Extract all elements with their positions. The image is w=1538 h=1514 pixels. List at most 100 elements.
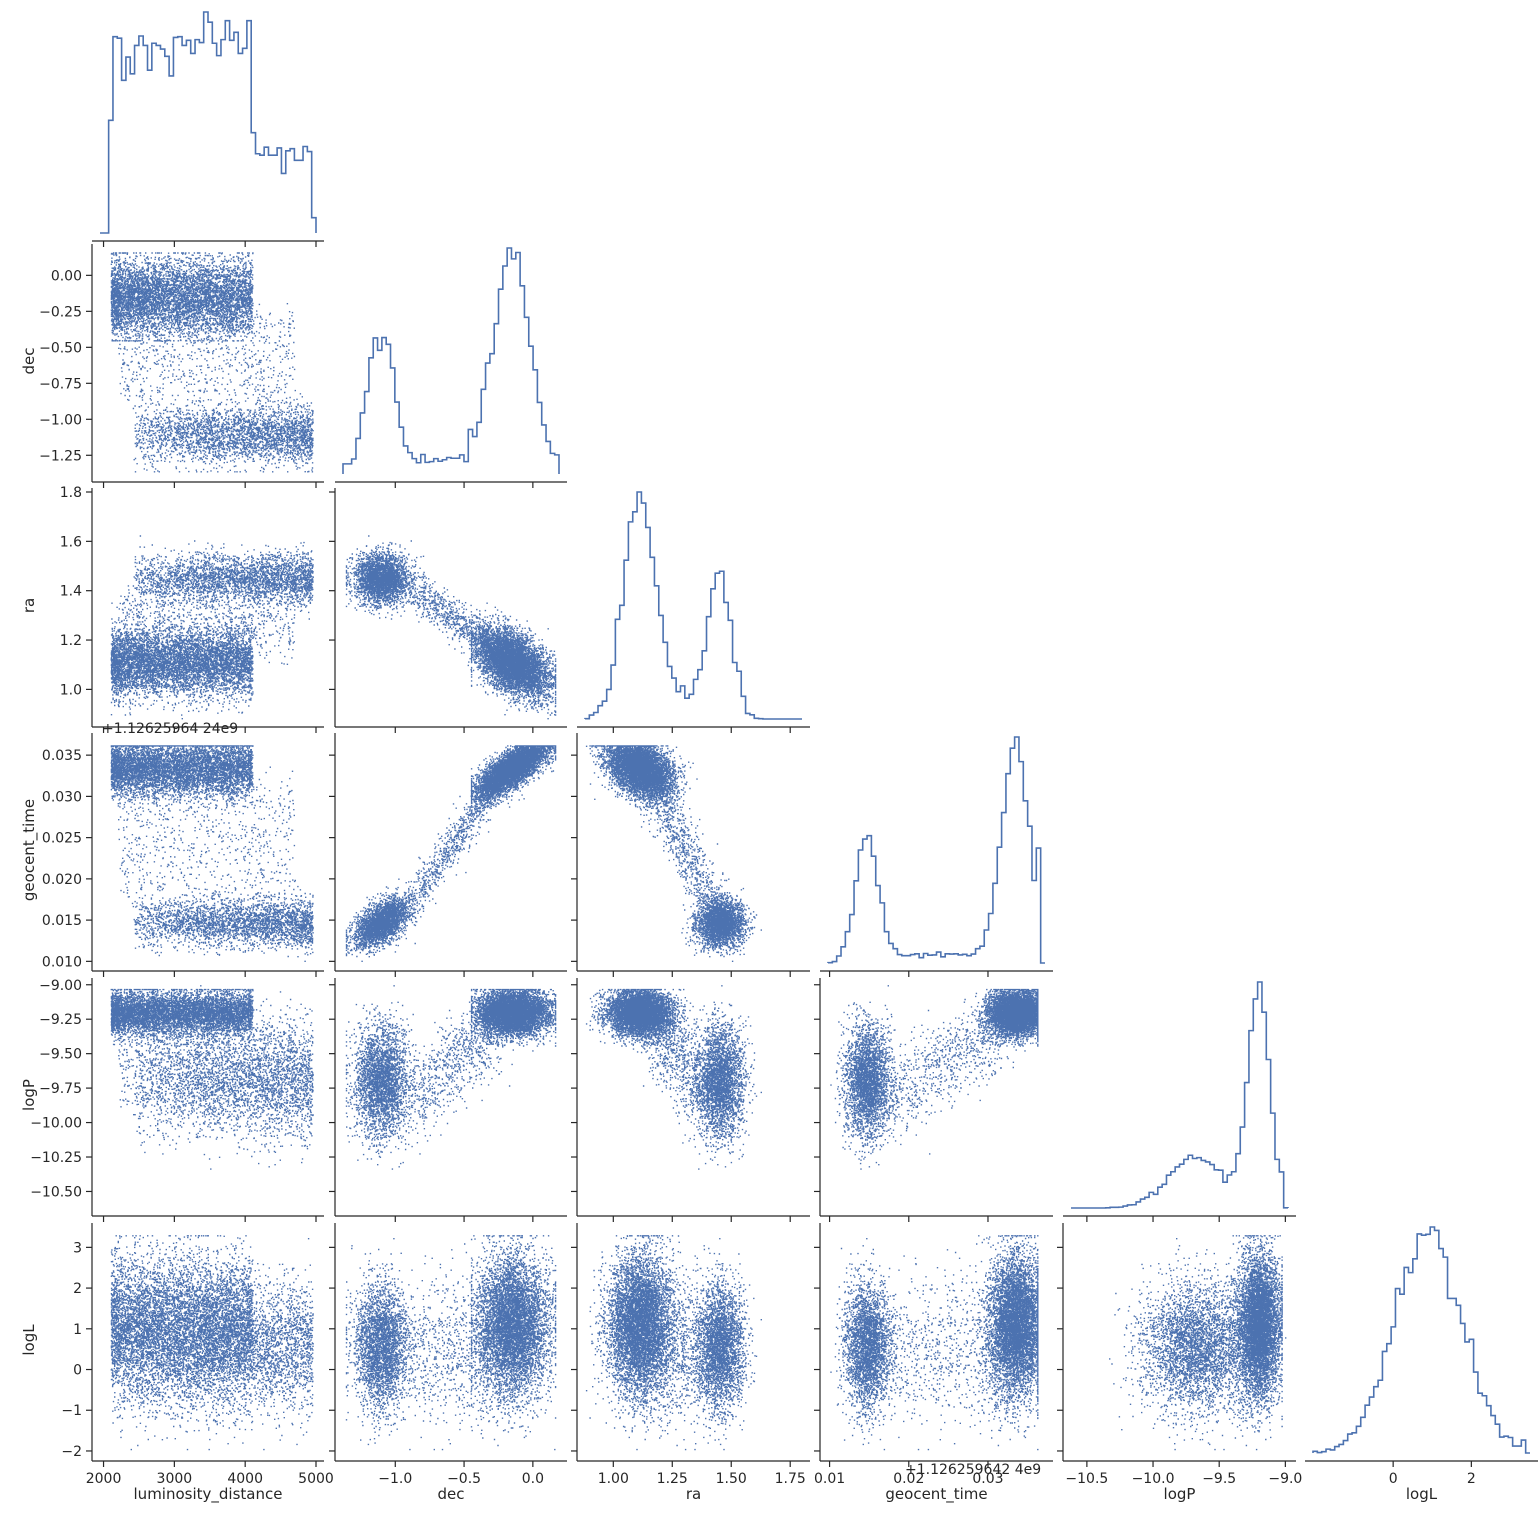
y-axis-label-logL: logL <box>20 1324 38 1356</box>
x-offset-label-geocent-time: +1.126259642 4e9 <box>905 1462 1041 1478</box>
x-tick-label: −0.5 <box>447 1471 481 1487</box>
panel-geocent_time-vs-luminosity_distance: 0.010 0.015 0.020 0.025 0.030 0.035 <box>42 733 324 977</box>
y-tick-label: −0.75 <box>39 376 82 392</box>
y-tick-label: −1.25 <box>39 448 82 464</box>
x-tick-label: −9.0 <box>1268 1471 1302 1487</box>
y-tick-label: −1 <box>61 1403 82 1419</box>
scatter-points-logL-vs-logP <box>1109 1235 1287 1451</box>
y-tick-label: 1.0 <box>60 682 82 698</box>
x-tick-label: −10.5 <box>1065 1471 1108 1487</box>
panel-logL-vs-logP: −10.5 −10.0 −9.5 −9.0 <box>1057 1223 1302 1487</box>
y-axis-label-dec: dec <box>20 348 38 375</box>
panel-logL-vs-ra: 1.00 1.25 1.50 1.75 <box>571 1223 810 1487</box>
histogram-luminosity_distance <box>100 11 317 234</box>
x-tick-label: 1.50 <box>716 1471 747 1487</box>
scatter-points-geocent_time-vs-luminosity_distance <box>110 745 314 962</box>
scatter-points-ra-vs-dec <box>345 535 557 720</box>
panel-ra-vs-ra <box>577 491 810 733</box>
scatter-points-logL-vs-geocent_time <box>830 1235 1039 1451</box>
x-tick-label: 0.01 <box>814 1471 845 1487</box>
y-tick-label: 1.6 <box>60 534 82 550</box>
x-tick-label: 2000 <box>86 1471 122 1487</box>
x-axis-label-logP: logP <box>1164 1485 1196 1503</box>
panel-logP-vs-ra <box>571 978 810 1222</box>
x-axis-label-ra: ra <box>686 1485 701 1503</box>
y-tick-label: −9.00 <box>39 978 82 994</box>
y-tick-label: 0.020 <box>42 872 82 888</box>
y-tick-label: −10.00 <box>30 1116 82 1132</box>
y-tick-label: 0.035 <box>42 748 82 764</box>
scatter-points-logP-vs-luminosity_distance <box>110 985 314 1170</box>
y-tick-label: 0 <box>73 1363 82 1379</box>
scatter-points-geocent_time-vs-ra <box>585 745 762 962</box>
panel-luminosity_distance-vs-luminosity_distance <box>92 11 324 247</box>
histogram-dec <box>342 247 560 474</box>
x-axis-label-geocent_time: geocent_time <box>885 1485 987 1504</box>
panel-geocent_time-vs-geocent_time <box>820 736 1053 977</box>
panel-geocent_time-vs-ra <box>571 733 810 977</box>
scatter-points-logP-vs-ra <box>585 985 762 1170</box>
panel-logP-vs-luminosity_distance: −10.50 −10.25 −10.00 −9.75 −9.50 −9.25 −9.00 <box>30 978 324 1222</box>
y-tick-label: 0.025 <box>42 831 82 847</box>
histogram-logL <box>1312 1226 1530 1454</box>
x-tick-label: −1.0 <box>378 1471 412 1487</box>
x-axis-label-luminosity_distance: luminosity_distance <box>134 1485 283 1504</box>
x-axis-label-dec: dec <box>438 1485 465 1503</box>
x-tick-label: 3000 <box>157 1471 193 1487</box>
y-tick-label: −9.75 <box>39 1081 82 1097</box>
panel-logL-vs-geocent_time: 0.01 0.02 0.03 <box>814 1223 1053 1487</box>
y-tick-label: 2 <box>73 1281 82 1297</box>
scatter-points-ra-vs-luminosity_distance <box>110 535 314 720</box>
scatter-points-logL-vs-dec <box>345 1235 557 1451</box>
y-tick-label: −10.25 <box>30 1150 82 1166</box>
panel-logP-vs-dec <box>329 978 567 1222</box>
x-tick-label: 1.25 <box>657 1471 688 1487</box>
scatter-points-logL-vs-ra <box>585 1235 762 1451</box>
histogram-ra <box>584 491 802 720</box>
x-tick-label: 0.03 <box>972 1471 1003 1487</box>
panel-logP-vs-geocent_time <box>814 978 1053 1222</box>
x-tick-label: −9.5 <box>1202 1471 1236 1487</box>
x-tick-label: 0.0 <box>522 1471 544 1487</box>
y-axis-label-geocent_time: geocent_time <box>20 799 39 901</box>
y-tick-label: 1 <box>73 1322 82 1338</box>
panel-ra-vs-luminosity_distance: 1.0 1.2 1.4 1.6 1.8 <box>60 485 324 733</box>
x-axis-label-logL: logL <box>1406 1485 1438 1503</box>
y-tick-label: 0.010 <box>42 954 82 970</box>
panel-dec-vs-luminosity_distance: −1.25 −1.00 −0.75 −0.50 −0.25 0.00 <box>39 244 324 488</box>
y-tick-label: 1.4 <box>60 584 82 600</box>
panel-dec-vs-dec <box>335 247 567 488</box>
x-tick-label: 4000 <box>227 1471 263 1487</box>
y-tick-label: −0.25 <box>39 304 82 320</box>
y-tick-label: −2 <box>61 1444 82 1460</box>
y-axis-label-ra: ra <box>20 598 38 613</box>
x-tick-label: 2 <box>1467 1471 1476 1487</box>
histogram-logP <box>1071 981 1289 1209</box>
panel-geocent_time-vs-dec <box>329 733 567 977</box>
x-tick-label: −10.0 <box>1132 1471 1175 1487</box>
y-tick-label: 1.2 <box>60 633 82 649</box>
scatter-points-dec-vs-luminosity_distance <box>110 252 314 473</box>
y-tick-label: 0.015 <box>42 913 82 929</box>
scatter-points-geocent_time-vs-dec <box>345 745 557 962</box>
x-tick-label: 5000 <box>298 1471 334 1487</box>
x-tick-label: 0 <box>1389 1471 1398 1487</box>
y-offset-label-geocent-time: +1.12625964 24e9 <box>102 721 238 737</box>
y-tick-label: 0.030 <box>42 789 82 805</box>
x-tick-label: 0.02 <box>893 1471 924 1487</box>
x-tick-label: 1.00 <box>598 1471 629 1487</box>
panel-ra-vs-dec <box>329 488 567 733</box>
y-tick-label: −10.50 <box>30 1184 82 1200</box>
y-tick-label: 0.00 <box>51 268 82 284</box>
panel-logL-vs-luminosity_distance: 2000 3000 4000 5000 −2 −1 0 1 2 3 <box>61 1223 334 1487</box>
panel-logL-vs-dec: −1.0 −0.5 0.0 <box>329 1223 567 1487</box>
y-tick-label: 1.8 <box>60 485 82 501</box>
y-tick-label: −0.50 <box>39 340 82 356</box>
y-tick-label: −9.25 <box>39 1012 82 1028</box>
y-axis-label-logP: logP <box>20 1079 38 1111</box>
scatter-points-logL-vs-luminosity_distance <box>110 1235 314 1451</box>
y-tick-label: −9.50 <box>39 1047 82 1063</box>
scatter-points-logP-vs-geocent_time <box>830 985 1039 1170</box>
